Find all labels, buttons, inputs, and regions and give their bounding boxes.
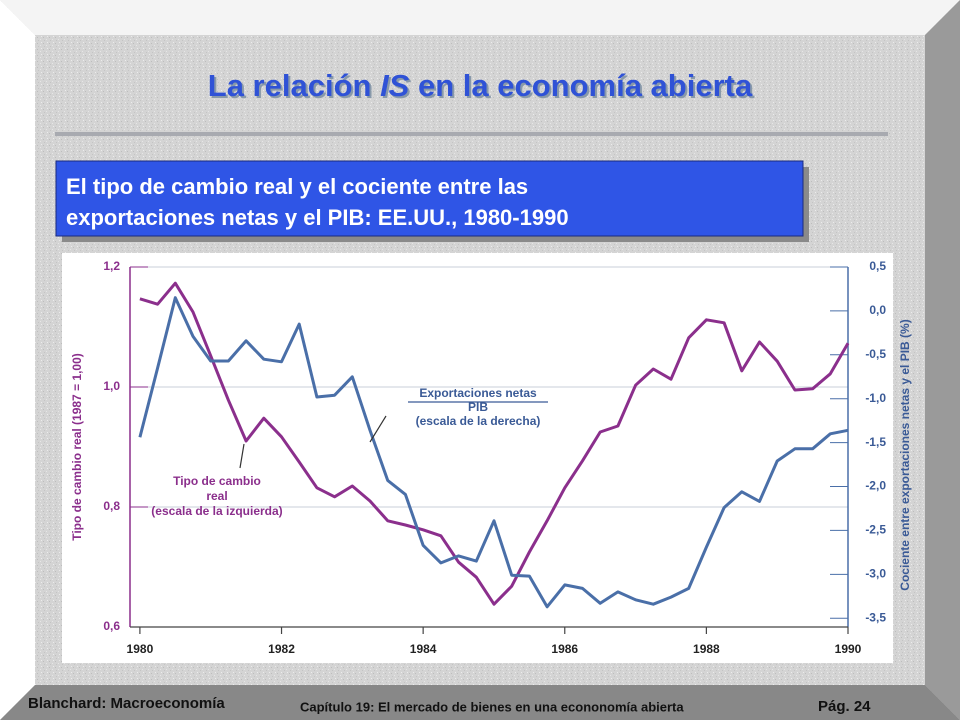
y2-tick-label: 0,0 [869, 303, 886, 317]
annotation: real [206, 489, 227, 503]
chart-panel [62, 253, 893, 663]
title-part: La relación [210, 70, 382, 105]
y2-tick-label: -3,5 [865, 610, 886, 624]
y2-tick-label: -0,5 [865, 347, 886, 361]
y2-tick-label: -2,0 [865, 479, 886, 493]
y-tick-label: 1,0 [103, 379, 120, 393]
x-tick-label: 1986 [551, 642, 578, 656]
x-tick-label: 1982 [268, 642, 295, 656]
x-tick-label: 1980 [127, 642, 154, 656]
series-line [138, 296, 849, 609]
footer-chapter: Capítulo 19: El mercado de bienes en una… [300, 699, 684, 714]
annotation: (escala de la derecha) [416, 414, 541, 428]
y2-tick-label: -1,5 [865, 435, 886, 449]
bevel-right [925, 0, 960, 720]
bevel-bottom [0, 685, 960, 720]
y2-tick-label: -1,0 [865, 391, 886, 405]
footer-author: Blanchard: Macroeconomía [28, 695, 225, 712]
title-part: en la economía abierta [409, 68, 753, 103]
y2-tick-label: -2,5 [865, 523, 886, 537]
title-part: IS [380, 68, 410, 103]
series-line [139, 281, 850, 606]
x-tick-label: 1990 [835, 642, 862, 656]
annotation: (escala de la izquierda) [151, 504, 282, 518]
x-tick-label: 1984 [410, 642, 437, 656]
leader-line [369, 415, 387, 443]
subtitle-line: exportaciones netas y el PIB: EE.UU., 19… [66, 205, 569, 230]
y2-tick-label: -3,0 [865, 566, 886, 580]
leader-line [239, 443, 245, 469]
subtitle-line: El tipo de cambio real y el cociente ent… [66, 174, 528, 199]
title: La relación IS en la economía abierta [208, 68, 753, 103]
y-tick-label: 1,2 [103, 259, 120, 273]
annotation: PIB [468, 400, 488, 414]
title-shadow: La relación IS en la economía abierta [210, 70, 755, 105]
footer-page: Pág. 24 [818, 698, 871, 715]
title-part: La relación [208, 68, 380, 103]
y2-axis-label: Cociente entre exportaciones netas y el … [898, 319, 912, 590]
y-axis-label: Tipo de cambio real (1987 = 1,00) [70, 353, 84, 541]
y-tick-label: 0,6 [103, 619, 120, 633]
bevel-left [0, 0, 35, 720]
y2-tick-label: 0,5 [869, 259, 886, 273]
annotation: Tipo de cambio [173, 474, 261, 488]
x-tick-label: 1988 [693, 642, 720, 656]
y-tick-label: 0,8 [103, 499, 120, 513]
bevel-top [0, 0, 960, 35]
plot: 1,2 1,0 0,8 0,6 0,5 0,0 -0,5 -1,0 -1,5 -2,0 -2,5 -3… [103, 259, 886, 656]
title-rule [55, 132, 888, 136]
title-part: en la economía abierta [411, 70, 755, 105]
title-part: IS [382, 70, 412, 105]
subtitle-box [55, 160, 804, 237]
annotation: Exportaciones netas [419, 386, 537, 400]
